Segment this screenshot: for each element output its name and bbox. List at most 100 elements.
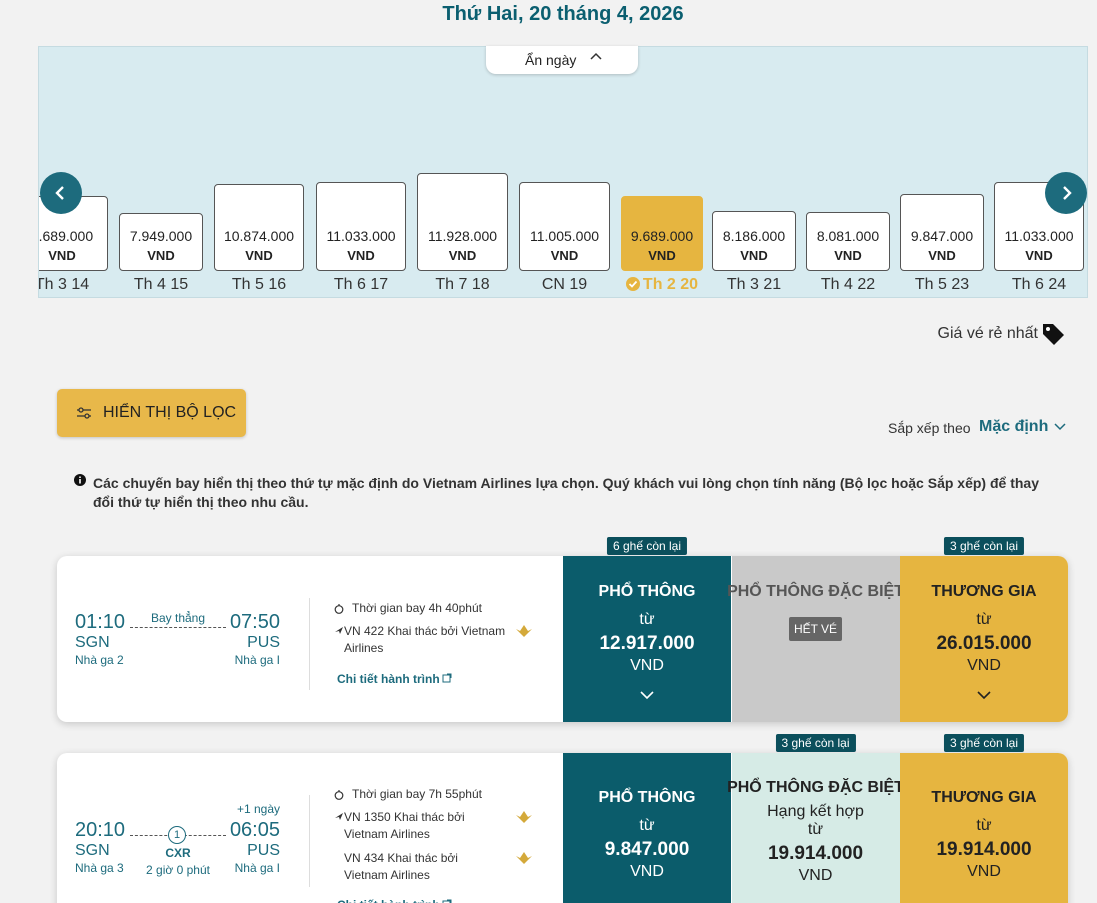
- date-day[interactable]: Th 4 15: [109, 276, 213, 294]
- arrow-left[interactable]: [39, 171, 83, 215]
- segment: VN 422 Khai thác bởi Vietnam Airlines: [344, 624, 506, 655]
- arrive-time: 07:50: [229, 611, 280, 633]
- depart-terminal: Nhà ga 3: [75, 861, 124, 875]
- date-box[interactable]: 11.033.000 VND: [316, 181, 406, 271]
- notice-text: Các chuyến bay hiển thị theo thứ tự mặc …: [93, 475, 1039, 510]
- date-currency: VND: [347, 247, 375, 263]
- chevron-svg: [640, 691, 654, 700]
- expand-chevron[interactable]: [977, 691, 991, 700]
- fare-class: PHỔ THÔNG ĐẶC BIỆT: [727, 583, 904, 600]
- filter-button[interactable]: HIỂN THỊ BỘ LỌC: [57, 389, 246, 437]
- arrow-right-svg: [1045, 172, 1087, 214]
- date-box[interactable]: 8.186.000 VND: [712, 210, 796, 271]
- date-day-text: Th 5 23: [914, 276, 970, 293]
- arrive-code: PUS: [247, 634, 280, 651]
- segment: VN 434 Khai thác bởi Vietnam Airlines: [344, 851, 458, 882]
- fare-from: từ: [639, 611, 655, 628]
- date-box[interactable]: 7.949.000 VND: [119, 213, 203, 271]
- sold-out: HẾT VÉ: [788, 617, 843, 641]
- date-day[interactable]: Th 3 21: [702, 276, 806, 294]
- itinerary-link[interactable]: Chi tiết hành trình: [337, 672, 440, 686]
- fare-currency: VND: [630, 657, 664, 674]
- stopwatch-icon-svg: [334, 604, 344, 614]
- fare-class: THƯƠNG GIA: [931, 583, 1037, 600]
- date-day[interactable]: CN 19: [509, 276, 620, 294]
- date-day-text: Th 3 21: [726, 276, 782, 293]
- date-price: 7.949.000: [129, 228, 193, 244]
- check-svg: [625, 277, 640, 291]
- itinerary-link[interactable]: Chi tiết hành trình: [337, 898, 440, 903]
- date-day[interactable]: Th 3 14: [38, 276, 118, 294]
- date-currency: VND: [550, 247, 579, 263]
- seats-badge: 3 ghế còn lại: [775, 734, 856, 752]
- date-day-text: Th 3 14: [38, 276, 90, 293]
- divider: [309, 795, 310, 887]
- date-day[interactable]: Th 5 16: [204, 276, 314, 294]
- date-currency: VND: [648, 247, 676, 263]
- date-day[interactable]: Th 6 24: [984, 276, 1087, 294]
- date-currency: VND: [1025, 247, 1053, 263]
- date-currency: VND: [928, 247, 956, 263]
- fare-column[interactable]: PHỔ THÔNG ĐẶC BIỆT Hạng kết hợp từ 19.914.0…: [727, 753, 904, 903]
- seats-badge: 6 ghế còn lại: [606, 537, 688, 555]
- date-box[interactable]: 10.874.000 VND: [214, 183, 304, 271]
- date-currency: VND: [740, 247, 768, 263]
- seats-badge: 3 ghế còn lại: [943, 734, 1025, 752]
- date-day[interactable]: Th 2 20: [611, 276, 713, 296]
- stop-code: CXR: [165, 846, 191, 860]
- expand-chevron[interactable]: [640, 691, 654, 700]
- date-day[interactable]: Th 6 17: [306, 276, 416, 294]
- seats-badge: 3 ghế còn lại: [943, 537, 1025, 555]
- info-icon: [74, 474, 86, 486]
- date-price: 8.186.000: [722, 227, 786, 244]
- fare-price: 9.847.000: [604, 839, 690, 860]
- plane-icon-svg: [335, 813, 343, 820]
- date-day[interactable]: Th 5 23: [890, 276, 994, 294]
- route-line: [130, 627, 226, 628]
- depart-terminal: Nhà ga 2: [75, 653, 124, 667]
- date-day-text: Th 2 20: [642, 276, 699, 293]
- fare-column[interactable]: THƯƠNG GIA từ 19.914.000 VND: [900, 753, 1068, 903]
- date-box[interactable]: 9.847.000 VND: [900, 193, 984, 271]
- info-icon-svg: [74, 474, 86, 486]
- fare-from: từ: [976, 611, 992, 628]
- depart-code: SGN: [75, 634, 110, 651]
- duration: Thời gian bay 4h 40phút: [352, 601, 482, 615]
- arrow-right[interactable]: [1044, 171, 1088, 215]
- fare-currency: VND: [798, 867, 833, 884]
- sort-value[interactable]: Mặc định: [979, 418, 1049, 435]
- airline-logo-svg: [516, 625, 532, 637]
- fare-column[interactable]: PHỔ THÔNG từ 9.847.000 VND: [563, 753, 731, 903]
- date-price: 10.874.000: [223, 227, 295, 244]
- external-icon: [442, 899, 452, 903]
- fare-currency: VND: [967, 657, 1001, 674]
- tag-icon: [1040, 321, 1066, 347]
- date-price: 11.928.000: [427, 228, 498, 244]
- date-box[interactable]: 11.005.000 VND: [519, 182, 610, 271]
- fare-price: 19.914.000: [936, 839, 1032, 860]
- date-box[interactable]: 11.928.000 VND: [417, 173, 508, 271]
- plane-icon-svg: [335, 627, 343, 634]
- date-day[interactable]: Th 4 22: [796, 276, 900, 294]
- date-box-selected[interactable]: 9.689.000 VND: [621, 195, 703, 271]
- arrive-code: PUS: [247, 842, 280, 859]
- date-box[interactable]: 8.081.000 VND: [806, 211, 890, 271]
- date-price: 11.005.000: [529, 227, 600, 244]
- date-day-text: Th 4 22: [820, 276, 876, 293]
- hide-dates-tab[interactable]: Ẩn ngày: [486, 46, 638, 74]
- fare-column[interactable]: PHỔ THÔNG từ 12.917.000 VND: [563, 556, 731, 722]
- fare-column[interactable]: THƯƠNG GIA từ 26.015.000 VND: [900, 556, 1068, 722]
- depart-time: 20:10: [75, 819, 126, 841]
- stop-count: 1: [168, 826, 186, 844]
- date-day-text: Th 6 24: [1011, 276, 1067, 293]
- sort-chevron: [1054, 422, 1066, 432]
- filter-label: HIỂN THỊ BỘ LỌC: [103, 404, 237, 421]
- layover: 2 giờ 0 phút: [146, 863, 210, 877]
- check-icon: [625, 277, 640, 296]
- fare-price: 12.917.000: [599, 633, 695, 654]
- plane-icon: [334, 626, 344, 635]
- date-day[interactable]: Th 7 18: [407, 276, 518, 294]
- date-price: 11.033.000: [1004, 227, 1074, 244]
- date-box[interactable]: 11.033.000 VND: [994, 181, 1084, 271]
